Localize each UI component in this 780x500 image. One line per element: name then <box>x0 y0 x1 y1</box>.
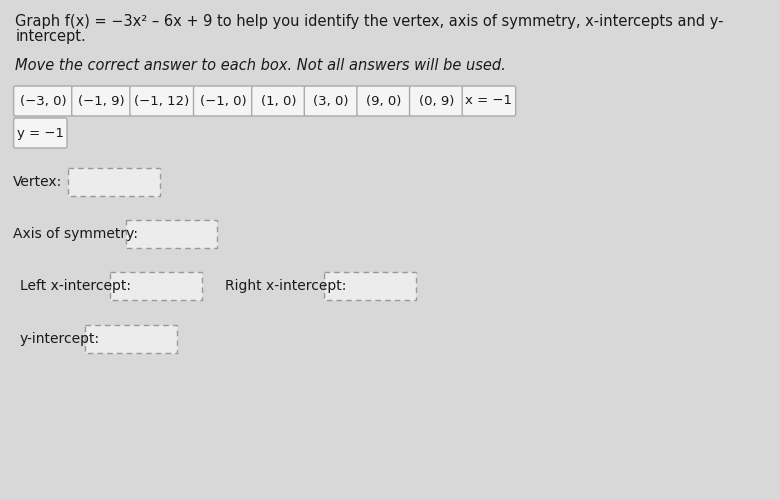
Text: intercept.: intercept. <box>16 29 86 44</box>
Text: (−1, 0): (−1, 0) <box>200 94 246 108</box>
Text: (0, 9): (0, 9) <box>419 94 454 108</box>
FancyBboxPatch shape <box>68 168 160 196</box>
FancyBboxPatch shape <box>324 272 416 300</box>
Text: Left x-intercept:: Left x-intercept: <box>20 279 130 293</box>
FancyBboxPatch shape <box>129 86 194 116</box>
FancyBboxPatch shape <box>13 118 67 148</box>
Text: Graph f(x) = −3x² – 6x + 9 to help you identify the vertex, axis of symmetry, x-: Graph f(x) = −3x² – 6x + 9 to help you i… <box>16 14 724 29</box>
FancyBboxPatch shape <box>193 86 253 116</box>
Text: y-intercept:: y-intercept: <box>20 332 100 346</box>
FancyBboxPatch shape <box>85 325 176 353</box>
Text: y = −1: y = −1 <box>17 126 64 140</box>
FancyBboxPatch shape <box>13 86 73 116</box>
Text: (−1, 12): (−1, 12) <box>134 94 190 108</box>
Text: (3, 0): (3, 0) <box>314 94 349 108</box>
Text: x = −1: x = −1 <box>466 94 512 108</box>
Text: Axis of symmetry:: Axis of symmetry: <box>12 227 138 241</box>
Text: Vertex:: Vertex: <box>12 175 62 189</box>
Text: (−3, 0): (−3, 0) <box>20 94 66 108</box>
FancyBboxPatch shape <box>357 86 410 116</box>
Text: (−1, 9): (−1, 9) <box>78 94 125 108</box>
FancyBboxPatch shape <box>304 86 358 116</box>
Text: Right x-intercept:: Right x-intercept: <box>225 279 346 293</box>
FancyBboxPatch shape <box>252 86 305 116</box>
FancyBboxPatch shape <box>72 86 131 116</box>
Text: (9, 0): (9, 0) <box>366 94 402 108</box>
FancyBboxPatch shape <box>463 86 516 116</box>
Text: Move the correct answer to each box. Not all answers will be used.: Move the correct answer to each box. Not… <box>16 58 506 73</box>
Text: (1, 0): (1, 0) <box>261 94 296 108</box>
FancyBboxPatch shape <box>410 86 463 116</box>
FancyBboxPatch shape <box>110 272 202 300</box>
FancyBboxPatch shape <box>126 220 218 248</box>
